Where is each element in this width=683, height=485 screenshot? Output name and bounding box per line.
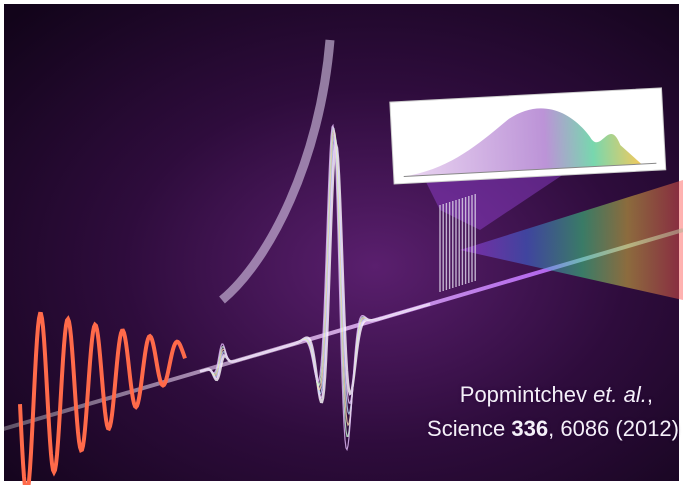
pages-year: , 6086 (2012) — [548, 416, 679, 441]
photo-scene: Popmintchev et. al., Science 336, 6086 (… — [0, 0, 683, 485]
volume: 336 — [511, 416, 548, 441]
et-al: et. al. — [593, 382, 647, 407]
journal: Science — [427, 416, 511, 441]
citation-line-2: Science 336, 6086 (2012) — [427, 416, 679, 442]
author: Popmintchev — [460, 382, 593, 407]
illustration — [0, 0, 683, 485]
citation-line-1: Popmintchev et. al., — [460, 382, 653, 408]
comma: , — [647, 382, 653, 407]
spectrum-panel — [390, 88, 666, 184]
